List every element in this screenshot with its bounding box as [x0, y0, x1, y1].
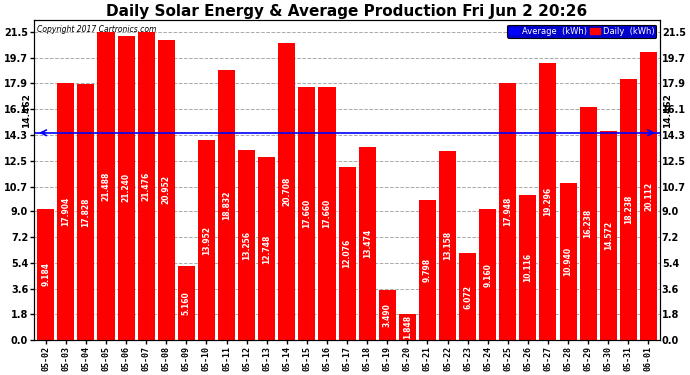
Legend: Average  (kWh), Daily  (kWh): Average (kWh), Daily (kWh) [507, 24, 656, 38]
Bar [158, 40, 175, 340]
Bar [198, 140, 215, 340]
Bar [620, 79, 637, 340]
Bar [359, 147, 376, 340]
Text: 3.490: 3.490 [383, 303, 392, 327]
Text: 17.828: 17.828 [81, 198, 90, 227]
Text: 16.238: 16.238 [584, 209, 593, 238]
Text: 17.948: 17.948 [503, 197, 512, 226]
Bar [97, 32, 115, 340]
Text: 20.112: 20.112 [644, 182, 653, 211]
Text: 13.256: 13.256 [242, 231, 251, 260]
Text: 21.240: 21.240 [121, 173, 130, 202]
Bar [238, 150, 255, 340]
Text: 9.160: 9.160 [483, 262, 492, 286]
Bar [520, 195, 536, 340]
Bar [560, 183, 577, 340]
Text: 13.474: 13.474 [363, 229, 372, 258]
Text: 21.476: 21.476 [141, 172, 150, 201]
Text: 14.572: 14.572 [604, 221, 613, 250]
Bar [640, 52, 657, 340]
Text: 14.462: 14.462 [664, 94, 673, 129]
Text: 17.904: 17.904 [61, 197, 70, 226]
Bar [339, 167, 355, 340]
Bar [500, 83, 516, 340]
Text: 12.076: 12.076 [342, 239, 352, 268]
Bar [600, 131, 617, 340]
Text: 10.116: 10.116 [524, 253, 533, 282]
Text: 9.798: 9.798 [423, 258, 432, 282]
Text: 1.848: 1.848 [403, 315, 412, 339]
Title: Daily Solar Energy & Average Production Fri Jun 2 20:26: Daily Solar Energy & Average Production … [106, 4, 588, 19]
Text: 19.296: 19.296 [544, 187, 553, 216]
Bar [37, 209, 55, 340]
Bar [459, 253, 476, 340]
Bar [419, 200, 436, 340]
Text: 14.462: 14.462 [21, 94, 30, 129]
Bar [540, 63, 557, 340]
Text: 18.238: 18.238 [624, 195, 633, 224]
Bar [178, 266, 195, 340]
Bar [258, 158, 275, 340]
Text: Copyright 2017 Cartronics.com: Copyright 2017 Cartronics.com [37, 25, 156, 34]
Text: 17.660: 17.660 [302, 199, 311, 228]
Bar [138, 32, 155, 340]
Bar [379, 290, 396, 340]
Text: 17.660: 17.660 [322, 199, 331, 228]
Text: 5.160: 5.160 [182, 291, 191, 315]
Bar [218, 70, 235, 340]
Text: 20.708: 20.708 [282, 177, 291, 206]
Bar [580, 107, 597, 340]
Bar [479, 209, 496, 340]
Text: 21.488: 21.488 [101, 171, 110, 201]
Bar [319, 87, 335, 340]
Text: 10.940: 10.940 [564, 247, 573, 276]
Text: 9.184: 9.184 [41, 262, 50, 286]
Bar [399, 314, 416, 340]
Text: 18.832: 18.832 [222, 190, 231, 220]
Text: 13.158: 13.158 [443, 231, 452, 261]
Text: 20.952: 20.952 [161, 176, 171, 204]
Bar [439, 152, 456, 340]
Bar [117, 36, 135, 340]
Bar [57, 83, 75, 340]
Text: 6.072: 6.072 [463, 285, 472, 309]
Text: 13.952: 13.952 [202, 226, 211, 255]
Text: 12.748: 12.748 [262, 234, 271, 264]
Bar [278, 43, 295, 340]
Bar [298, 87, 315, 340]
Bar [77, 84, 95, 340]
